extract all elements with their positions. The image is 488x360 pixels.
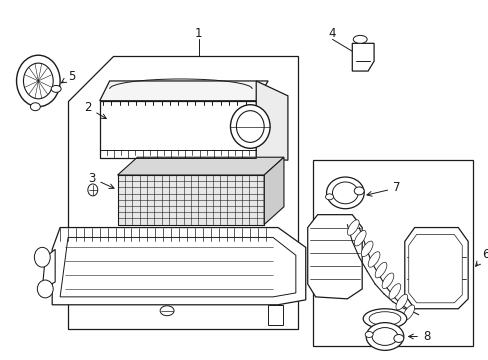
Polygon shape <box>117 175 264 225</box>
Polygon shape <box>264 157 284 225</box>
Ellipse shape <box>374 262 386 278</box>
Ellipse shape <box>363 309 406 329</box>
Ellipse shape <box>23 63 53 99</box>
Ellipse shape <box>236 111 264 142</box>
Ellipse shape <box>367 252 379 267</box>
Ellipse shape <box>51 85 61 93</box>
Ellipse shape <box>354 230 366 246</box>
Polygon shape <box>42 249 55 289</box>
Ellipse shape <box>352 35 366 43</box>
Ellipse shape <box>366 323 403 350</box>
Ellipse shape <box>368 312 400 325</box>
Polygon shape <box>256 81 287 160</box>
Text: 5: 5 <box>61 69 76 83</box>
Ellipse shape <box>230 105 269 148</box>
Ellipse shape <box>388 284 400 299</box>
Ellipse shape <box>326 177 364 209</box>
Text: 6: 6 <box>475 248 488 266</box>
Polygon shape <box>404 228 467 309</box>
Ellipse shape <box>34 247 50 267</box>
Polygon shape <box>100 101 256 158</box>
Ellipse shape <box>332 182 358 204</box>
Ellipse shape <box>160 306 174 316</box>
Polygon shape <box>60 238 295 297</box>
Polygon shape <box>267 305 283 325</box>
Ellipse shape <box>30 103 40 111</box>
Polygon shape <box>307 215 362 299</box>
Ellipse shape <box>88 184 98 196</box>
Text: 4: 4 <box>328 27 336 40</box>
Polygon shape <box>351 43 373 71</box>
Ellipse shape <box>37 280 53 298</box>
Ellipse shape <box>365 332 372 337</box>
Polygon shape <box>117 157 284 175</box>
Ellipse shape <box>325 194 333 200</box>
Ellipse shape <box>371 328 397 345</box>
Text: 7: 7 <box>366 181 400 196</box>
Ellipse shape <box>361 241 372 257</box>
Polygon shape <box>68 56 297 329</box>
Polygon shape <box>408 234 461 303</box>
Polygon shape <box>100 81 267 101</box>
Ellipse shape <box>381 273 393 289</box>
Ellipse shape <box>393 334 403 342</box>
Polygon shape <box>52 228 305 305</box>
Text: 3: 3 <box>88 171 114 188</box>
Ellipse shape <box>395 294 407 310</box>
Bar <box>312 160 472 346</box>
Ellipse shape <box>402 305 414 320</box>
Ellipse shape <box>353 187 364 195</box>
Ellipse shape <box>17 55 60 107</box>
Text: 1: 1 <box>195 27 202 40</box>
Text: 2: 2 <box>84 101 106 118</box>
Ellipse shape <box>346 220 359 235</box>
Text: 8: 8 <box>408 330 429 343</box>
